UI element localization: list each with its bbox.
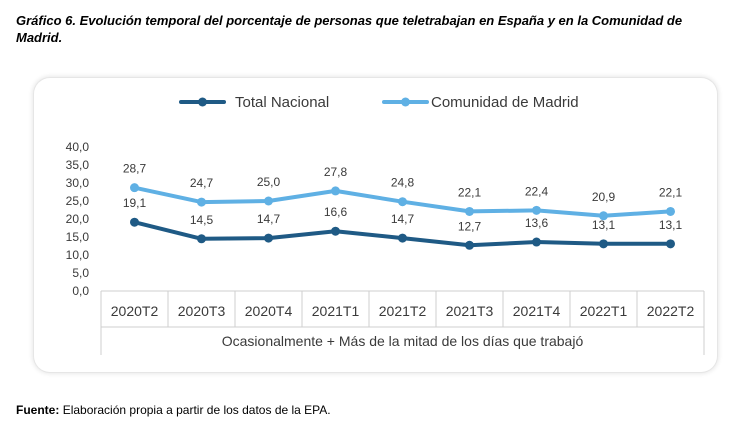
y-axis: 0,0 5,0 10,0 15,0 20,0 25,0 30,0 35,0 40,0 (66, 140, 90, 298)
x-tick-label: 2021T3 (446, 303, 494, 319)
y-tick-label: 35,0 (66, 158, 90, 172)
legend: Total Nacional Comunidad de Madrid (179, 94, 579, 111)
data-point (331, 186, 340, 196)
x-axis-title: Ocasionalmente + Más de la mitad de los … (222, 333, 584, 349)
data-point (465, 206, 474, 216)
data-label: 25,0 (257, 175, 281, 189)
data-label: 27,8 (324, 165, 348, 179)
y-tick-label: 10,0 (66, 248, 90, 262)
x-tick-label: 2021T1 (312, 303, 360, 319)
source-text: Elaboración propia a partir de los datos… (62, 403, 331, 417)
data-point (331, 226, 340, 236)
legend-swatch-marker (198, 97, 207, 107)
y-tick-label: 0,0 (72, 284, 89, 298)
y-tick-label: 15,0 (66, 230, 90, 244)
data-label: 22,4 (525, 184, 549, 198)
data-label: 24,7 (190, 176, 214, 190)
y-tick-label: 25,0 (66, 194, 90, 208)
category-table: 2020T2 2020T3 2020T4 2021T1 2021T2 2021T3 2021… (100, 290, 705, 355)
series-lines (130, 183, 675, 250)
y-tick-label: 20,0 (66, 212, 90, 226)
data-point (666, 206, 675, 216)
source-note: Fuente: Elaboración propia a partir de l… (16, 403, 331, 417)
y-tick-label: 40,0 (66, 140, 90, 154)
data-point (264, 196, 273, 206)
y-tick-label: 30,0 (66, 176, 90, 190)
data-label: 28,7 (123, 162, 147, 176)
data-point (398, 233, 407, 243)
legend-label: Comunidad de Madrid (431, 94, 579, 111)
x-tick-label: 2020T2 (111, 303, 159, 319)
data-point (398, 197, 407, 207)
data-point (599, 211, 608, 221)
legend-label: Total Nacional (235, 94, 329, 111)
x-tick-label: 2022T1 (580, 303, 628, 319)
x-tick-label: 2022T2 (647, 303, 695, 319)
data-point (599, 239, 608, 249)
data-point (532, 205, 541, 215)
data-label: 22,1 (458, 185, 482, 199)
legend-swatch-marker (401, 97, 410, 107)
data-point (197, 234, 206, 244)
data-point (264, 233, 273, 243)
data-point (130, 217, 139, 227)
data-point (130, 183, 139, 193)
data-label: 12,7 (458, 219, 482, 233)
data-label: 13,1 (659, 218, 683, 232)
data-point (532, 237, 541, 247)
chart-title: Gráfico 6. Evolución temporal del porcen… (16, 13, 683, 45)
x-tick-label: 2020T3 (178, 303, 226, 319)
x-tick-label: 2020T4 (245, 303, 293, 319)
data-label: 14,7 (257, 212, 281, 226)
data-label: 24,8 (391, 176, 415, 190)
data-label: 20,9 (592, 190, 616, 204)
data-point (197, 197, 206, 207)
data-label: 13,6 (525, 216, 549, 230)
data-point (465, 240, 474, 250)
data-label: 19,1 (123, 196, 147, 210)
data-label: 16,6 (324, 205, 348, 219)
data-label: 22,1 (659, 185, 683, 199)
data-label: 14,5 (190, 213, 214, 227)
data-point (666, 239, 675, 249)
x-tick-label: 2021T2 (379, 303, 427, 319)
data-labels: 19,1 14,5 14,7 16,6 14,7 12,7 13,6 13,1 13,1 28,7… (123, 162, 683, 234)
y-tick-label: 5,0 (72, 266, 89, 280)
data-label: 14,7 (391, 212, 415, 226)
source-label: Fuente: (16, 403, 60, 417)
data-label: 13,1 (592, 218, 616, 232)
x-tick-label: 2021T4 (513, 303, 561, 319)
